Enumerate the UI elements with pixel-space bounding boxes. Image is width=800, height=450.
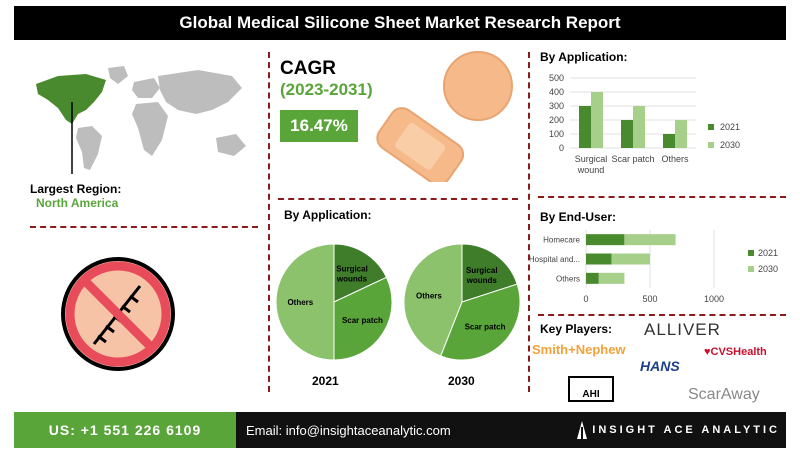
largest-region-value: North America bbox=[36, 196, 119, 210]
pie-label: Surgical bbox=[466, 266, 498, 275]
x-tick-label: wound bbox=[577, 165, 605, 175]
footer-phone: US: +1 551 226 6109 bbox=[14, 412, 236, 448]
pie-label: Others bbox=[416, 292, 442, 301]
footer-brand: INSIGHT ACE ANALYTIC bbox=[592, 424, 780, 436]
x-tick-label: 0 bbox=[583, 294, 588, 304]
y-tick-label: Homecare bbox=[543, 236, 580, 245]
legend-label: 2021 bbox=[758, 248, 778, 258]
y-tick-label: Hospital and... bbox=[530, 255, 580, 264]
bar-2030 bbox=[591, 92, 603, 148]
cagr-label: CAGR bbox=[280, 58, 336, 79]
y-tick-label: 500 bbox=[549, 73, 564, 83]
bar-2030 bbox=[598, 272, 625, 284]
brand-logo-icon bbox=[576, 419, 587, 441]
pie-2021-title: 2021 bbox=[312, 374, 339, 388]
legend-swatch bbox=[708, 142, 714, 148]
pie-label: wounds bbox=[466, 276, 498, 285]
y-tick-label: 400 bbox=[549, 87, 564, 97]
logo-smith-nephew: Smith+Nephew bbox=[532, 342, 626, 357]
y-tick-label: Others bbox=[556, 274, 580, 283]
world-map bbox=[36, 66, 246, 174]
pie-slice bbox=[333, 276, 393, 361]
bar-2030 bbox=[624, 234, 676, 246]
pie-label: Scar patch bbox=[465, 323, 506, 332]
pie-label: Others bbox=[287, 298, 313, 307]
bar-chart-enduser-title: By End-User: bbox=[540, 210, 617, 224]
prohibited-scar-icon bbox=[61, 257, 175, 371]
logo-hans: HANS bbox=[640, 358, 680, 374]
y-tick-label: 200 bbox=[549, 115, 564, 125]
y-tick-label: 100 bbox=[549, 129, 564, 139]
divider-bar1 bbox=[538, 196, 786, 198]
x-tick-label: Others bbox=[661, 154, 689, 164]
logo-scaraway: ScarAway bbox=[688, 386, 760, 403]
pie-label: Surgical bbox=[336, 265, 368, 274]
divider-right bbox=[528, 52, 530, 392]
bar-chart-application-title: By Application: bbox=[540, 50, 628, 64]
divider-cagr bbox=[278, 198, 518, 200]
pie-label: wounds bbox=[336, 275, 368, 284]
key-players-heading: Key Players: bbox=[540, 322, 613, 336]
divider-left bbox=[268, 52, 270, 392]
pie-slice bbox=[275, 243, 335, 361]
legend-swatch bbox=[748, 266, 754, 272]
pie-slice bbox=[439, 283, 521, 361]
bar-2021 bbox=[621, 120, 633, 148]
logo-alliver: ALLIVER bbox=[644, 320, 721, 339]
bar-2021 bbox=[586, 253, 612, 265]
pie-slice bbox=[403, 243, 463, 357]
largest-region-label: Largest Region: bbox=[30, 182, 122, 196]
logo-ahi: AHI bbox=[568, 376, 614, 402]
y-tick-label: 0 bbox=[559, 143, 564, 153]
legend-swatch bbox=[708, 124, 714, 130]
legend-swatch bbox=[748, 250, 754, 256]
bar-2021 bbox=[663, 134, 675, 148]
logo-cvs-health: ♥CVSHealth bbox=[704, 346, 767, 358]
report-title: Global Medical Silicone Sheet Market Res… bbox=[14, 6, 786, 40]
footer-email[interactable]: Email: info@insightaceanalytic.com bbox=[236, 412, 786, 448]
divider-region bbox=[30, 226, 258, 228]
x-tick-label: Surgical bbox=[575, 154, 608, 164]
pie-label: Scar patch bbox=[342, 316, 383, 325]
pie-section-heading: By Application: bbox=[284, 208, 372, 222]
x-tick-label: Scar patch bbox=[611, 154, 654, 164]
y-tick-label: 300 bbox=[549, 101, 564, 111]
legend-label: 2021 bbox=[720, 122, 740, 132]
bar-2030 bbox=[611, 253, 650, 265]
x-tick-label: 500 bbox=[642, 294, 657, 304]
bar-2030 bbox=[633, 106, 645, 148]
silicone-sheet-icon bbox=[376, 51, 513, 182]
bar-chart-enduser: 0 500 1000 Homecare Hospital and... Others 202… bbox=[530, 230, 778, 304]
cagr-value: 16.47% bbox=[280, 110, 358, 142]
divider-bar2 bbox=[538, 314, 786, 316]
legend-label: 2030 bbox=[720, 140, 740, 150]
legend-label: 2030 bbox=[758, 264, 778, 274]
pie-slice bbox=[461, 243, 518, 303]
cvs-health-text: CVSHealth bbox=[710, 346, 767, 358]
pie-slice bbox=[333, 243, 388, 303]
pie-2030-title: 2030 bbox=[448, 374, 475, 388]
bar-2030 bbox=[675, 120, 687, 148]
bar-2021 bbox=[586, 272, 599, 284]
x-tick-label: 1000 bbox=[704, 294, 724, 304]
bar-2021 bbox=[586, 234, 625, 246]
cagr-period: (2023-2031) bbox=[280, 80, 373, 99]
bar-2021 bbox=[579, 106, 591, 148]
